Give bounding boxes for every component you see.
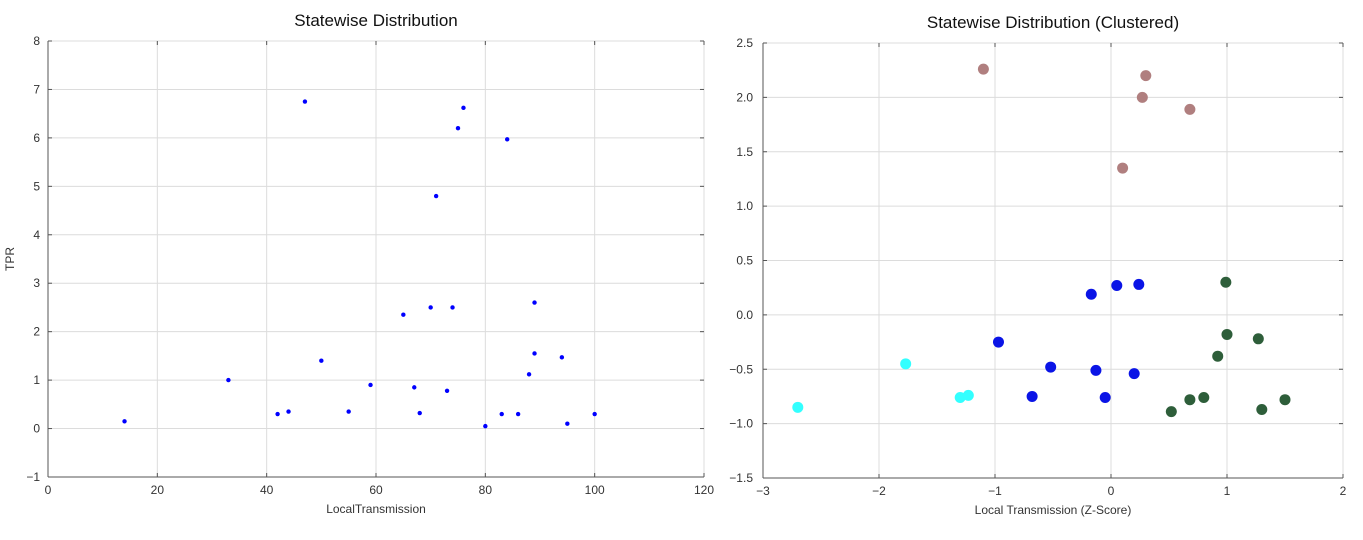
series-3: [1165, 276, 1291, 418]
data-point: [1128, 368, 1140, 380]
x-tick-label: −2: [872, 484, 886, 498]
x-tick-label: 100: [585, 483, 605, 497]
x-tick-label: 60: [369, 483, 383, 497]
y-tick-label: −1.0: [729, 417, 753, 431]
data-point: [401, 312, 406, 317]
data-point: [515, 411, 521, 417]
data-point: [483, 423, 488, 429]
data-point: [1045, 361, 1057, 373]
x-tick-label: 2: [1340, 484, 1347, 498]
x-tick-label: −1: [988, 484, 1002, 498]
data-point: [1212, 350, 1224, 362]
data-point: [428, 305, 433, 310]
data-point: [1252, 333, 1264, 345]
data-point: [532, 300, 537, 305]
y-tick-label: 2: [33, 325, 40, 339]
data-point: [302, 99, 308, 104]
y-tick-label: 3: [33, 276, 40, 290]
y-axis-label: TPR: [3, 247, 17, 271]
data-point: [1256, 403, 1268, 415]
y-tick-label: −1.5: [729, 471, 753, 485]
series-4: [792, 358, 974, 413]
data-point: [532, 351, 537, 356]
data-point: [1099, 392, 1111, 404]
y-tick-label: 6: [33, 131, 40, 145]
y-tick-label: −0.5: [729, 362, 753, 376]
data-point: [1184, 103, 1196, 115]
data-point: [433, 193, 439, 199]
x-axis-label: Local Transmission (Z-Score): [975, 503, 1132, 517]
data-point: [792, 401, 804, 413]
data-point: [962, 389, 974, 401]
y-tick-label: −1: [26, 470, 40, 484]
data-point: [1279, 394, 1291, 406]
x-tick-label: 80: [479, 483, 493, 497]
chart-title: Statewise Distribution: [294, 11, 457, 30]
x-tick-label: 1: [1224, 484, 1231, 498]
y-tick-label: 2.0: [736, 90, 753, 104]
data-point: [526, 372, 532, 377]
data-point: [499, 411, 504, 417]
x-tick-label: −3: [756, 484, 770, 498]
x-tick-label: 0: [1108, 484, 1115, 498]
series-1: [977, 63, 1196, 174]
data-point: [1198, 392, 1210, 404]
data-point: [1026, 390, 1038, 402]
data-point: [319, 358, 324, 363]
chart-2: −3 −2 −1 0 1 2 −1.5 −1.0 −0.5 0.0 0.5 1.0 1.5 2.0 2.5 S…: [729, 13, 1346, 517]
data-point: [1220, 276, 1232, 288]
data-point: [1140, 70, 1152, 82]
y-tick-label: 8: [33, 34, 40, 48]
data-point: [1133, 278, 1145, 290]
data-point: [592, 411, 597, 417]
x-tick-label: 120: [694, 483, 714, 497]
data-point: [1111, 280, 1123, 292]
data-point: [444, 388, 450, 393]
data-point: [1184, 394, 1196, 406]
data-point: [455, 126, 461, 131]
y-tick-label: 0: [33, 422, 40, 436]
data-point: [1221, 328, 1233, 340]
y-tick-label: 2.5: [736, 36, 753, 50]
y-tick-label: 7: [33, 82, 40, 96]
series-1: [122, 99, 597, 429]
data-point: [226, 377, 231, 383]
y-tick-label: 4: [33, 228, 40, 242]
data-point: [275, 411, 280, 417]
y-tick-label: 1: [33, 373, 40, 387]
data-point: [122, 419, 127, 424]
data-point: [1085, 288, 1097, 300]
data-point: [1136, 91, 1148, 103]
data-point: [977, 63, 989, 75]
x-tick-label: 40: [260, 483, 274, 497]
data-point: [461, 105, 466, 111]
data-point: [559, 355, 565, 360]
data-point: [900, 358, 912, 370]
y-tick-label: 1.5: [736, 145, 753, 159]
data-point: [565, 421, 570, 426]
x-tick-label: 20: [151, 483, 165, 497]
data-point: [992, 336, 1004, 348]
data-point: [412, 385, 417, 390]
y-tick-label: 5: [33, 179, 40, 193]
chart-1: 0 20 40 60 80 100 120 −1 0 1 2 3 4 5 6 7 8 Statewise Dist…: [3, 11, 714, 516]
data-point: [1090, 364, 1102, 376]
series-2: [992, 278, 1145, 404]
x-tick-label: 0: [45, 483, 52, 497]
data-point: [1165, 406, 1177, 418]
data-point: [505, 137, 510, 142]
y-tick-label: 0.0: [736, 308, 753, 322]
data-point: [346, 409, 351, 414]
data-point: [286, 409, 291, 414]
x-axis-label: LocalTransmission: [326, 502, 426, 516]
data-point: [368, 382, 373, 388]
chart-title: Statewise Distribution (Clustered): [927, 13, 1179, 32]
data-point: [1117, 162, 1129, 174]
data-point: [417, 410, 422, 416]
y-tick-label: 1.0: [736, 199, 753, 213]
y-tick-label: 0.5: [736, 254, 753, 268]
data-point: [450, 305, 455, 310]
